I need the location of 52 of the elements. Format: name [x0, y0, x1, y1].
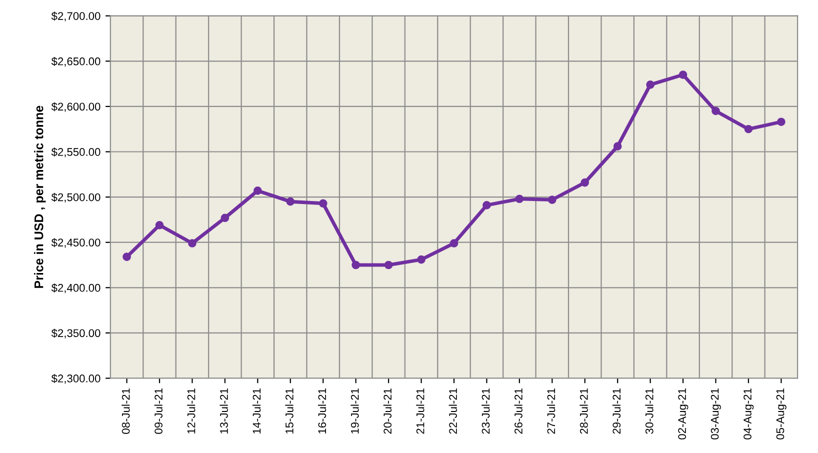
point: [777, 118, 786, 126]
x-tick-label: 21-Jul-21: [416, 388, 424, 434]
x-tick-label: 28-Jul-21: [580, 388, 588, 434]
x-tick-label: 23-Jul-21: [482, 388, 490, 434]
y-tick-label: $2,550.00: [51, 148, 100, 158]
point: [482, 201, 491, 210]
x-tick-label: 22-Jul-21: [448, 388, 457, 434]
point: [384, 260, 393, 270]
x-tick-label: 12-Jul-21: [187, 388, 196, 434]
point: [417, 255, 426, 264]
y-tick-label: $2,500.00: [51, 192, 100, 203]
point: [613, 142, 622, 150]
x-tick-label: 02-Aug-21: [678, 388, 688, 440]
point: [352, 260, 360, 270]
point: [155, 220, 164, 230]
y-tick-label: $2,700.00: [51, 12, 100, 22]
x-tick-label: 16-Jul-21: [318, 388, 326, 434]
point: [286, 197, 295, 206]
point: [548, 196, 556, 204]
point: [712, 106, 720, 116]
x-tick-label: 13-Jul-21: [220, 388, 228, 434]
point: [580, 178, 590, 187]
y-tick-label: $2,400.00: [51, 283, 100, 294]
point: [450, 239, 458, 248]
point: [744, 124, 753, 134]
point: [188, 239, 196, 248]
point: [220, 214, 230, 222]
x-tick-label: 29-Jul-21: [612, 388, 621, 434]
y-tick-label: $2,450.00: [51, 238, 100, 248]
x-tick-label: 14-Jul-21: [252, 388, 261, 434]
x-tick-label: 08-Jul-21: [122, 388, 130, 434]
x-tick-label: 04-Aug-21: [744, 388, 754, 440]
y-axis-title: Price in USD , per metric tonne: [34, 106, 46, 288]
y-tick-label: $2,600.00: [51, 102, 100, 112]
x-tick-label: 27-Jul-21: [546, 388, 556, 434]
x-tick-label: 05-Aug-21: [776, 388, 786, 440]
point: [122, 252, 131, 262]
x-tick-label: 15-Jul-21: [285, 388, 294, 434]
y-tick-label: $2,350.00: [51, 328, 100, 338]
point: [254, 186, 262, 195]
point: [678, 70, 688, 79]
x-tick-label: 30-Jul-21: [645, 388, 654, 434]
x-tick-label: 09-Jul-21: [154, 388, 162, 434]
point: [646, 80, 654, 89]
y-tick-label: $2,650.00: [51, 56, 100, 67]
x-tick-label: 19-Jul-21: [350, 388, 359, 434]
x-tick-label: 26-Jul-21: [514, 388, 522, 434]
x-tick-label: 03-Aug-21: [710, 388, 721, 440]
point: [318, 199, 328, 208]
y-tick-label: $2,300.00: [51, 374, 100, 384]
x-tick-label: 20-Jul-21: [383, 388, 392, 434]
point: [515, 194, 524, 204]
